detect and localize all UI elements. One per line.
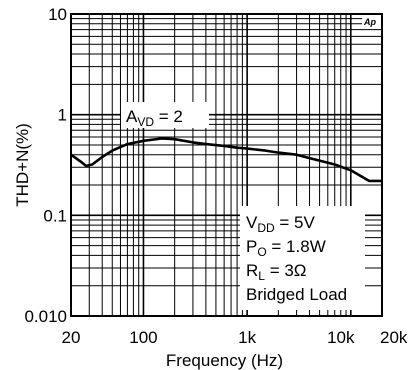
series-group bbox=[70, 137, 382, 183]
y-tick-label: 0.1 bbox=[43, 206, 67, 225]
condition-line: VDD = 5V bbox=[246, 213, 316, 235]
series-line-0 bbox=[70, 137, 382, 183]
y-tick-labels: 10 1 0.1 0.010 bbox=[24, 5, 67, 326]
x-tick-label: 20k bbox=[380, 328, 408, 347]
x-tick-label: 100 bbox=[129, 328, 157, 347]
x-tick-label: 1k bbox=[238, 328, 256, 347]
x-axis-title: Frequency (Hz) bbox=[166, 351, 283, 370]
y-tick-label: 1 bbox=[58, 106, 67, 125]
gain-label-background bbox=[121, 102, 209, 128]
gain-label: AVD = 2 bbox=[126, 107, 183, 129]
x-tick-labels: 20 100 1k 10k 20k bbox=[62, 328, 408, 347]
condition-line: RL = 3Ω bbox=[246, 261, 307, 283]
x-tick-label: 10k bbox=[327, 328, 355, 347]
y-tick-label: 10 bbox=[48, 5, 67, 24]
x-tick-label: 20 bbox=[62, 328, 81, 347]
brand-background bbox=[362, 15, 381, 27]
condition-line: Bridged Load bbox=[246, 285, 347, 304]
y-tick-label: 0.010 bbox=[24, 307, 67, 326]
y-axis-title: THD+N(%) bbox=[13, 123, 32, 207]
plot-frame bbox=[70, 13, 383, 317]
conditions-background bbox=[240, 206, 365, 310]
ap-logo: Ap bbox=[363, 17, 376, 27]
condition-line: PO = 1.8W bbox=[246, 237, 326, 259]
